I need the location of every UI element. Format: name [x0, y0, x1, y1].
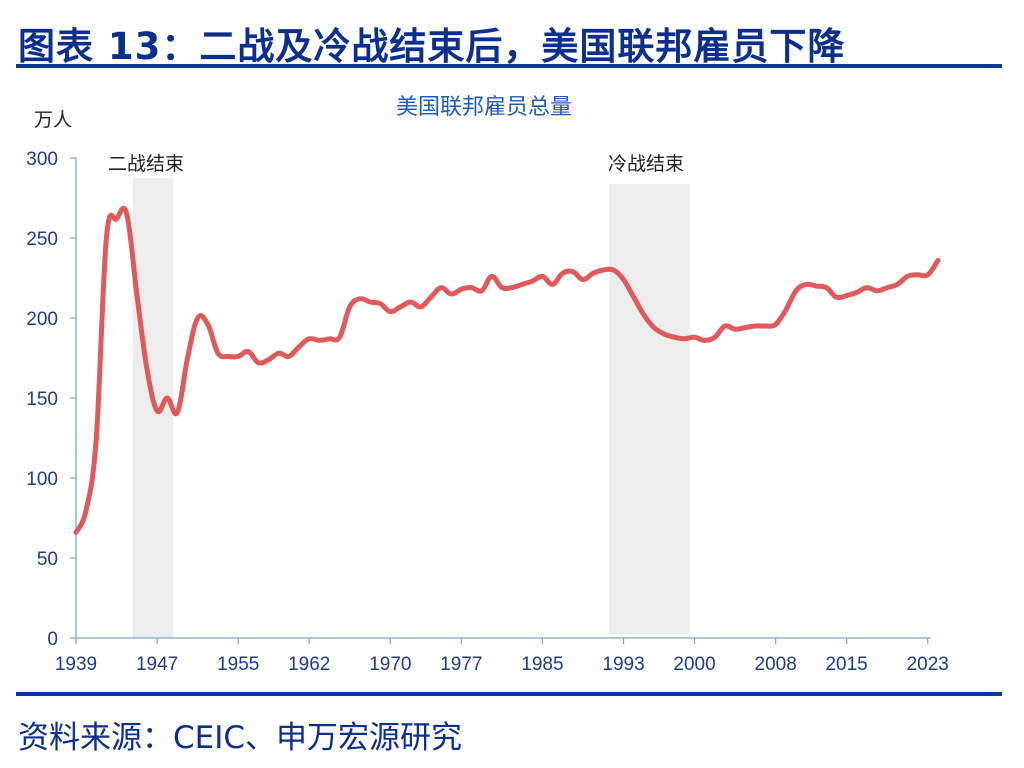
y-tick-label: 150 [26, 389, 58, 410]
x-tick-label: 1962 [288, 654, 330, 675]
source-divider [16, 692, 1002, 696]
chart-axes: 0 50 100 150 200 250 300 1939 1947 1955 1962 1970 19… [26, 149, 949, 675]
x-tick-label: 2008 [755, 654, 797, 675]
x-tick-label: 2000 [673, 654, 715, 675]
title-divider [16, 64, 1002, 68]
y-axis-unit: 万人 [34, 109, 72, 131]
source-note: 资料来源：CEIC、申万宏源研究 [18, 720, 463, 756]
annotation-label: 冷战结束 [608, 153, 684, 175]
y-tick-label: 200 [26, 309, 58, 330]
shaded-regions [132, 178, 690, 638]
annotation-label: 二战结束 [108, 153, 184, 175]
x-tick-label: 2023 [907, 654, 949, 675]
x-tick-label: 1947 [136, 654, 178, 675]
x-tick-label: 1993 [602, 654, 644, 675]
x-tick-label: 1970 [369, 654, 411, 675]
y-tick-label: 100 [26, 469, 58, 490]
x-tick-label: 2015 [825, 654, 867, 675]
y-tick-label: 300 [26, 149, 58, 170]
shaded-region [609, 184, 690, 634]
x-tick-label: 1939 [55, 654, 97, 675]
chart-title: 美国联邦雇员总量 [396, 95, 572, 120]
x-tick-label: 1955 [217, 654, 259, 675]
y-tick-label: 50 [37, 549, 58, 570]
figure-title: 图表 13：二战及冷战结束后，美国联邦雇员下降 [18, 25, 846, 68]
x-tick-label: 1985 [521, 654, 563, 675]
annotations: 二战结束 冷战结束 [108, 153, 684, 175]
y-tick-label: 250 [26, 229, 58, 250]
series-line [73, 205, 941, 535]
y-tick-label: 0 [47, 629, 58, 650]
x-tick-label: 1977 [440, 654, 482, 675]
